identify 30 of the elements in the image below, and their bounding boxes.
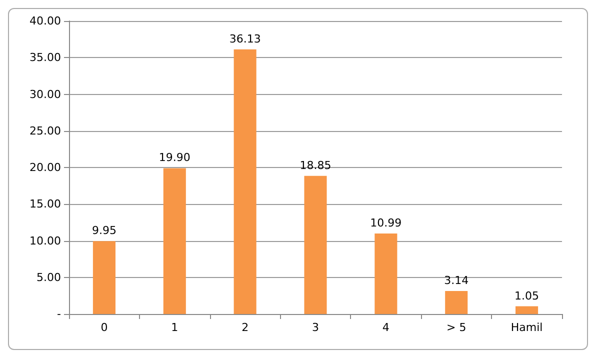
y-tick-label: 35.00 — [30, 51, 61, 64]
data-label: 1.05 — [514, 289, 540, 302]
bar — [92, 241, 116, 314]
bar — [163, 168, 186, 314]
x-tick-label: 0 — [100, 321, 108, 334]
y-tick-label: 10.00 — [30, 234, 61, 248]
x-tick-label: 3 — [312, 321, 319, 334]
y-tick-label: - — [57, 308, 62, 320]
y-tick-label: 25.00 — [30, 124, 61, 138]
y-tick-label: 20.00 — [30, 161, 61, 174]
bar — [374, 234, 398, 314]
bar — [516, 306, 538, 314]
data-label: 10.99 — [370, 216, 402, 230]
y-tick-label: 30.00 — [30, 88, 61, 101]
data-label: 9.95 — [92, 224, 116, 238]
x-tick-label: 2 — [242, 321, 249, 334]
data-label: 3.14 — [444, 274, 469, 287]
x-tick-label: 4 — [382, 321, 390, 334]
bar — [234, 49, 256, 314]
x-tick-label: > 5 — [446, 321, 466, 334]
data-label: 19.90 — [158, 151, 190, 164]
x-tick-label: Hamil — [510, 321, 543, 334]
bar — [445, 291, 468, 314]
bar — [304, 176, 327, 314]
y-tick-label: 40.00 — [30, 14, 61, 28]
y-tick-label: 5.00 — [36, 270, 61, 284]
data-label: 36.13 — [229, 32, 261, 46]
x-tick-label: 1 — [171, 321, 178, 334]
data-label: 18.85 — [300, 158, 332, 172]
y-tick-label: 15.00 — [30, 198, 61, 211]
